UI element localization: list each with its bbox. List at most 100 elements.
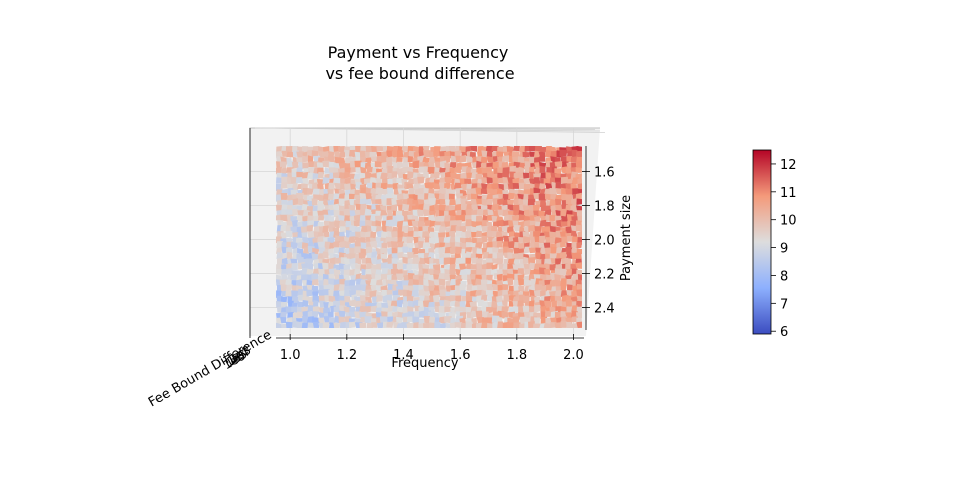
y-tick-label: 1.8 — [594, 200, 615, 215]
surface-cell — [576, 321, 582, 328]
surface-cell — [549, 263, 557, 271]
surface-cell — [508, 192, 515, 200]
surface-cell — [390, 300, 399, 307]
surface-cell — [322, 160, 330, 168]
surface-cell — [528, 247, 537, 254]
surface-cell — [502, 177, 509, 185]
surface-cell — [445, 227, 452, 233]
surface-cell — [570, 323, 578, 328]
surface-cell — [453, 166, 462, 174]
surface-cell — [285, 290, 293, 297]
surface-cell — [358, 252, 367, 260]
surface-cell — [301, 274, 309, 281]
surface-cell — [418, 289, 425, 297]
surface-cell — [507, 317, 514, 324]
surface-cell — [554, 311, 562, 319]
surface-cell — [448, 205, 456, 212]
surface-cell — [328, 182, 335, 190]
surface-cell — [317, 203, 325, 212]
surface-cell — [465, 230, 472, 238]
surface-cell — [471, 317, 477, 325]
surface-cell — [444, 273, 451, 281]
surface-cell — [565, 246, 572, 255]
surface-cell — [440, 146, 448, 152]
surface-cell — [286, 284, 293, 292]
surface-cell — [539, 235, 546, 244]
surface-cell — [448, 209, 457, 217]
surface-cell — [392, 284, 398, 291]
surface-cell — [280, 214, 288, 222]
surface-cell — [439, 167, 446, 174]
surface-cell — [560, 221, 568, 227]
surface-cell — [422, 204, 431, 211]
surface-cell — [560, 321, 567, 328]
surface-cell — [281, 257, 288, 265]
surface-cell — [455, 220, 462, 228]
surface-cell — [465, 321, 473, 328]
surface-cell — [332, 203, 339, 211]
surface-cell — [427, 166, 436, 175]
surface-cell — [533, 157, 541, 164]
surface-cell — [449, 198, 457, 206]
surface-cell — [306, 268, 313, 276]
surface-cell — [571, 177, 579, 185]
surface-cell — [544, 226, 552, 233]
surface-cell — [544, 268, 551, 276]
surface-cell — [328, 289, 335, 297]
surface-cell — [523, 209, 530, 218]
surface-cell — [402, 151, 410, 159]
surface-cell — [571, 242, 578, 249]
surface-cell — [338, 198, 345, 206]
surface-cell — [481, 235, 488, 243]
surface-cell — [387, 310, 394, 318]
surface-cell — [406, 236, 414, 244]
surface-cell — [469, 301, 477, 309]
surface-cell — [375, 187, 383, 195]
surface-cell — [396, 273, 404, 281]
surface-cell — [544, 310, 552, 317]
surface-cell — [560, 241, 566, 248]
surface-cell — [375, 285, 382, 292]
surface-cell — [379, 316, 388, 323]
surface-cell — [322, 251, 329, 259]
surface-cell — [533, 323, 541, 328]
surface-cell — [460, 214, 467, 222]
surface-cell — [475, 258, 483, 265]
surface-cell — [575, 161, 582, 169]
surface-cell — [444, 177, 452, 184]
surface-cell — [492, 283, 499, 291]
surface-cell — [577, 231, 582, 239]
surface-cell — [333, 322, 341, 328]
surface-cell — [360, 156, 367, 164]
surface-cell — [396, 316, 404, 325]
surface-cell — [391, 231, 399, 238]
surface-cell — [502, 167, 511, 175]
surface-cell — [324, 241, 331, 250]
surface-cell — [565, 269, 573, 276]
surface-cell — [328, 262, 335, 271]
surface-cell — [429, 220, 436, 228]
surface-cell — [302, 315, 309, 324]
surface-cell — [424, 220, 432, 227]
surface-cell — [559, 251, 567, 260]
surface-cell — [470, 290, 477, 297]
surface-cell — [461, 274, 468, 281]
surface-cell — [455, 209, 463, 216]
surface-cell — [359, 322, 367, 328]
surface-cell — [280, 181, 288, 189]
colorbar-tick-label: 12 — [780, 158, 797, 173]
surface-cell — [412, 284, 420, 292]
surface-cell — [317, 171, 324, 179]
surface-cell — [533, 289, 542, 297]
surface-cell — [386, 187, 394, 195]
surface-cell — [522, 305, 530, 313]
surface-cell — [364, 198, 372, 205]
surface-cell — [565, 252, 573, 260]
x-tick-label: 1.0 — [280, 348, 301, 363]
surface-cell — [344, 316, 351, 323]
surface-cell — [533, 177, 541, 185]
surface-cell — [459, 154, 467, 163]
surface-cell — [422, 231, 430, 239]
surface-cell — [567, 151, 573, 157]
surface-cell — [348, 279, 356, 288]
